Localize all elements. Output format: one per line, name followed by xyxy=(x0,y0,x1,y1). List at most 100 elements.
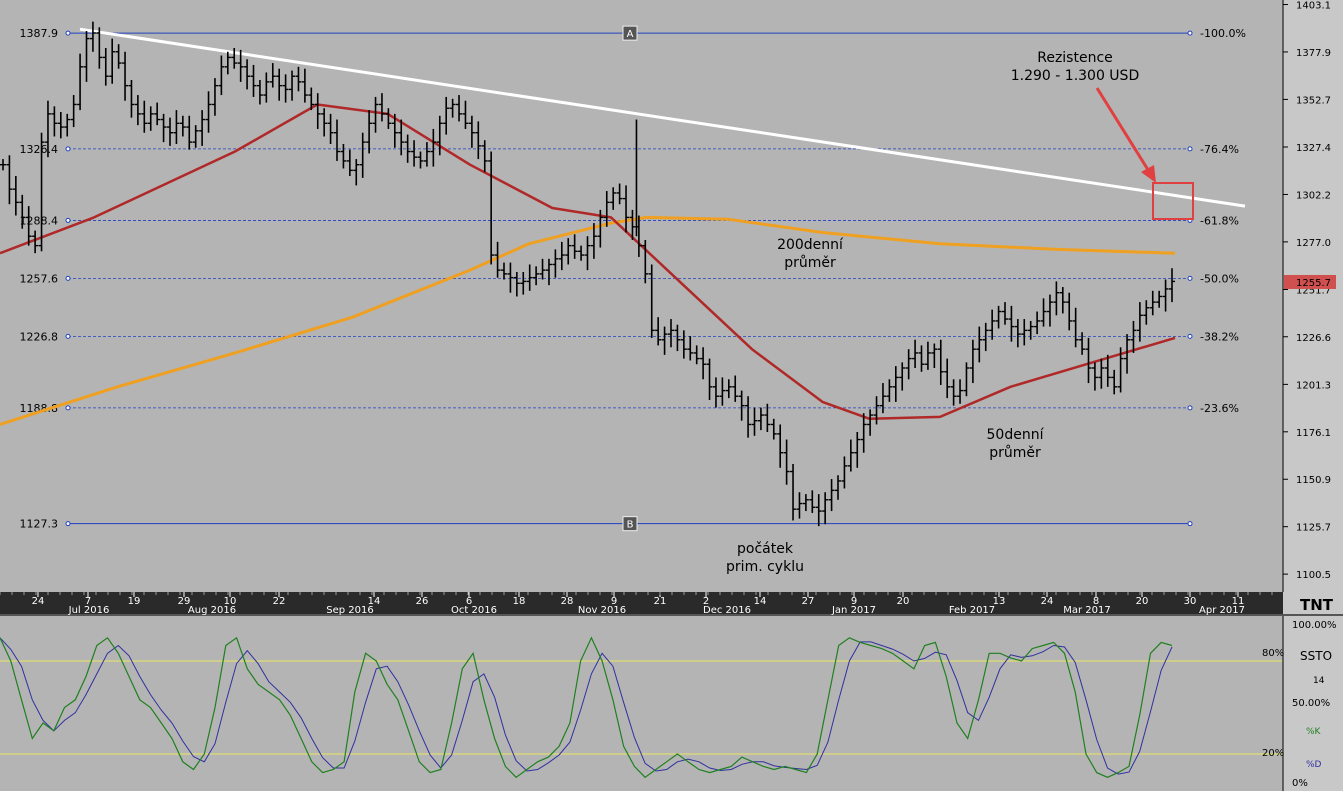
ohlc-bar xyxy=(186,115,193,150)
last-price-label: 1255.7 xyxy=(1296,278,1331,289)
ohlc-bar xyxy=(770,418,777,440)
fib-percent-label: -23.6% xyxy=(1200,402,1239,415)
osc-d-label: %D xyxy=(1306,760,1322,770)
ohlc-bar xyxy=(154,102,161,126)
ohlc-bar xyxy=(603,191,610,227)
fib-price-label: 1387.9 xyxy=(20,27,59,40)
day-label: 30 xyxy=(1184,596,1197,607)
day-label: 29 xyxy=(178,596,191,607)
osc-tick-label: 100.00% xyxy=(1292,620,1337,631)
ohlc-bar xyxy=(1027,320,1034,340)
ohlc-bar xyxy=(179,115,186,137)
day-label: 9 xyxy=(611,596,617,607)
last-price-box xyxy=(1284,274,1336,289)
ohlc-bar xyxy=(822,492,829,525)
ohlc-bar xyxy=(565,238,572,265)
day-label: 18 xyxy=(513,596,526,607)
day-label: 24 xyxy=(1041,596,1054,607)
ohlc-bar xyxy=(796,492,803,519)
ohlc-bar xyxy=(282,74,289,103)
day-label: 20 xyxy=(1136,596,1149,607)
fibonacci-levels: 1387.9 -100.0% 1326.4 -76.4% 1288.4 -61.8% 125… xyxy=(20,25,1246,532)
ohlc-bar xyxy=(584,236,591,271)
ohlc-bar xyxy=(494,241,501,278)
ohlc-bar xyxy=(610,187,617,210)
cycle-label-line2: prim. cyklu xyxy=(726,559,804,575)
price-tick-label: 1150.9 xyxy=(1296,475,1331,486)
ohlc-bar xyxy=(295,66,302,92)
ohlc-bar xyxy=(70,95,77,128)
ohlc-bar xyxy=(590,223,597,259)
ohlc-bar xyxy=(160,113,167,143)
ohlc-bar xyxy=(334,119,340,161)
ohlc-bar xyxy=(712,377,719,408)
ohlc-bar xyxy=(809,490,816,513)
ma200-label-line1: 200denní xyxy=(777,237,844,253)
fib-anchor-left xyxy=(65,275,71,281)
ohlc-bar xyxy=(1002,302,1008,325)
ohlc-bar xyxy=(6,155,13,205)
osc-tick-label: 20% xyxy=(1262,748,1284,759)
ohlc-bar xyxy=(886,379,893,402)
osc-tick-label: 0% xyxy=(1292,778,1308,789)
ohlc-bar xyxy=(1136,302,1143,342)
fib-percent-label: -76.4% xyxy=(1200,143,1239,156)
ohlc-bar xyxy=(931,343,938,368)
fib-anchor-left xyxy=(65,521,71,527)
ohlc-bar xyxy=(1072,307,1079,348)
ohlc-bar xyxy=(995,305,1002,329)
ohlc-bar xyxy=(102,48,109,86)
month-label: Mar 2017 xyxy=(1063,605,1111,616)
fib-anchor-right xyxy=(1187,521,1193,527)
fib-price-label: 1188.8 xyxy=(20,402,59,415)
fib-percent-label: -38.2% xyxy=(1200,330,1239,343)
day-label: 26 xyxy=(416,596,429,607)
ohlc-bar xyxy=(44,100,51,158)
fib-anchor-left xyxy=(65,30,71,36)
price-tick-label: 1403.1 xyxy=(1296,1,1331,12)
day-label: 13 xyxy=(993,596,1006,607)
ohlc-bar xyxy=(963,362,970,397)
ohlc-bar xyxy=(802,494,809,512)
ma200-line xyxy=(0,215,1176,426)
ohlc-bar xyxy=(571,234,578,259)
day-label: 28 xyxy=(561,596,574,607)
ohlc-bar xyxy=(109,38,116,84)
ohlc-bar xyxy=(256,80,263,105)
ohlc-bar xyxy=(1085,337,1092,384)
ohlc-bar xyxy=(629,209,636,240)
ohlc-bar xyxy=(693,345,700,365)
ohlc-bar xyxy=(815,494,822,527)
ohlc-bar xyxy=(199,110,206,146)
price-tick-label: 1277.0 xyxy=(1296,238,1331,249)
month-label: Jul 2016 xyxy=(68,605,110,616)
resistance-annotation: Rezistence 1.290 - 1.300 USD xyxy=(1011,50,1194,220)
ohlc-bar xyxy=(648,264,655,338)
ohlc-bar xyxy=(250,64,257,97)
ohlc-bar xyxy=(19,194,26,229)
ohlc-bar xyxy=(359,132,366,178)
osc-d-line xyxy=(0,637,1173,775)
ohlc-bar xyxy=(867,409,874,436)
ohlc-bar xyxy=(488,151,495,265)
ohlc-bar xyxy=(276,68,283,101)
month-label: Oct 2016 xyxy=(451,605,497,616)
month-label: Sep 2016 xyxy=(326,605,373,616)
ohlc-bar xyxy=(385,108,392,129)
ohlc-bar xyxy=(468,115,475,148)
ohlc-bar xyxy=(745,396,752,438)
ohlc-bar xyxy=(77,53,84,111)
ohlc-bar xyxy=(1162,279,1169,312)
ohlc-bar xyxy=(0,159,6,171)
ohlc-bar xyxy=(976,326,983,363)
ohlc-bar xyxy=(725,379,732,399)
ohlc-bar xyxy=(847,439,854,472)
fib-price-label: 1288.4 xyxy=(20,214,59,227)
day-label: 20 xyxy=(897,596,910,607)
ohlc-bar xyxy=(141,100,148,133)
ohlc-bar xyxy=(757,407,764,431)
ohlc-bar xyxy=(513,272,520,297)
day-label: 6 xyxy=(466,596,472,607)
ohlc-bar xyxy=(211,78,218,116)
